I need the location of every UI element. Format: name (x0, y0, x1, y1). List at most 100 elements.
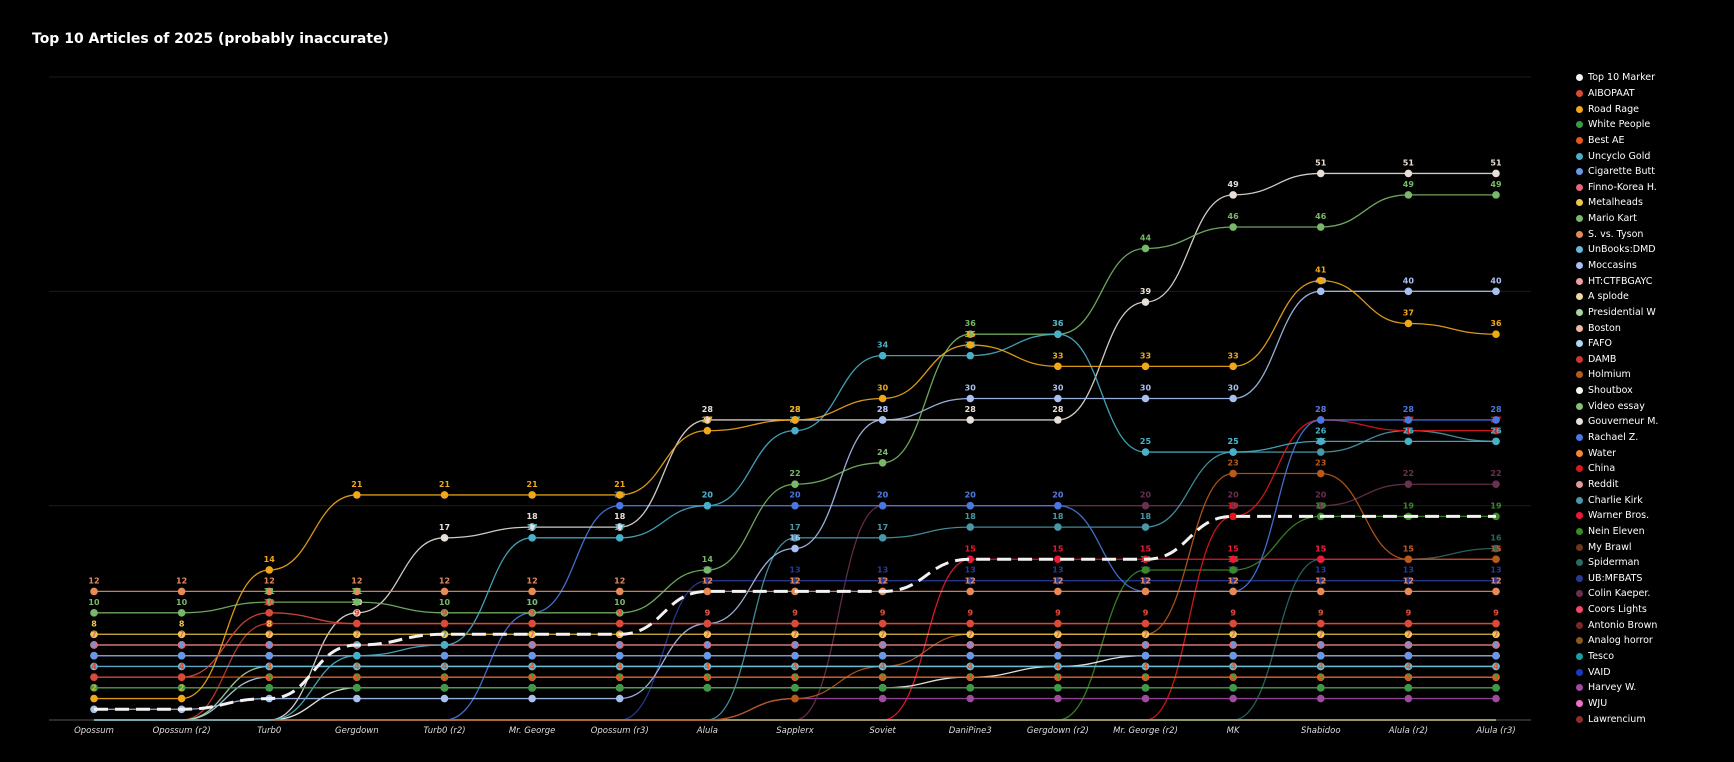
data-point (528, 523, 536, 531)
legend-item[interactable]: Tesco (1576, 649, 1726, 665)
data-label: 12 (1490, 576, 1501, 585)
data-point (1492, 651, 1500, 660)
legend-item[interactable]: Moccasins (1576, 258, 1726, 274)
data-point (1229, 684, 1237, 692)
legend-item[interactable]: Antonio Brown (1576, 617, 1726, 633)
data-point (1316, 684, 1325, 692)
data-point (791, 694, 799, 703)
legend-item[interactable]: Video essay (1576, 398, 1726, 414)
legend-item[interactable]: S. vs. Tyson (1576, 226, 1726, 242)
legend-item[interactable]: VAID (1576, 664, 1726, 680)
legend-item[interactable]: My Brawl (1576, 539, 1726, 555)
data-point (90, 651, 98, 660)
legend-item[interactable]: Spiderman (1576, 555, 1726, 571)
legend-label: Moccasins (1588, 260, 1637, 271)
data-label: 9 (1406, 609, 1412, 618)
legend-item[interactable]: Finno-Korea H. (1576, 179, 1726, 195)
data-label: 23 (1228, 459, 1239, 468)
legend-item[interactable]: DAMB (1576, 352, 1726, 368)
data-label: 12 (351, 576, 362, 585)
legend-item[interactable]: White People (1576, 117, 1726, 133)
legend-item[interactable]: AIBOPAAT (1576, 86, 1726, 102)
data-label: 7 (91, 630, 97, 639)
data-point (353, 662, 361, 671)
legend-item[interactable]: Analog horror (1576, 633, 1726, 649)
legend-item[interactable]: Road Rage (1576, 101, 1726, 117)
data-point (1404, 480, 1413, 489)
legend-swatch (1576, 355, 1583, 363)
legend-item[interactable]: Top 10 Marker (1576, 70, 1726, 86)
legend-item[interactable]: WJU (1576, 696, 1726, 712)
data-point (1492, 641, 1500, 649)
data-point (703, 501, 712, 510)
data-label: 10 (439, 598, 451, 607)
data-point (966, 619, 975, 628)
legend-item[interactable]: HT:CTFBGAYC (1576, 273, 1726, 289)
legend-item[interactable]: Boston (1576, 320, 1726, 336)
data-label: 20 (877, 491, 889, 500)
data-point (1229, 694, 1237, 703)
legend-item[interactable]: Uncyclo Gold (1576, 148, 1726, 164)
legend-swatch (1576, 480, 1583, 488)
data-label: 36 (1490, 319, 1502, 328)
legend-item[interactable]: Water (1576, 445, 1726, 461)
legend-item[interactable]: Mario Kart (1576, 211, 1726, 227)
legend-item[interactable]: Gouverneur M. (1576, 414, 1726, 430)
legend-item[interactable]: A splode (1576, 289, 1726, 305)
legend-item[interactable]: Warner Bros. (1576, 508, 1726, 524)
legend-item[interactable]: Cigarette Butt (1576, 164, 1726, 180)
legend-item[interactable]: China (1576, 461, 1726, 477)
legend-item[interactable]: Holmium (1576, 367, 1726, 383)
legend-item[interactable]: Harvey W. (1576, 680, 1726, 696)
data-point (440, 673, 449, 681)
legend-item[interactable]: Presidential W (1576, 305, 1726, 321)
legend-item[interactable]: UB:MFBATS (1576, 571, 1726, 587)
legend-item[interactable]: Metalheads (1576, 195, 1726, 211)
data-point (615, 619, 624, 628)
data-label: 28 (877, 405, 889, 414)
data-point (615, 694, 624, 703)
legend-swatch (1576, 277, 1583, 285)
legend-item[interactable]: Colin Kaeper. (1576, 586, 1726, 602)
data-label: 28 (1403, 405, 1415, 414)
data-point (791, 630, 799, 639)
legend-item[interactable]: Best AE (1576, 133, 1726, 149)
legend-item[interactable]: Lawrencium (1576, 711, 1726, 727)
data-label: 26 (1315, 426, 1327, 435)
x-tick-label: Soviet (869, 726, 896, 736)
data-label: 12 (1140, 576, 1151, 585)
data-point (1492, 426, 1500, 435)
data-label: 3 (705, 673, 711, 682)
data-point (966, 330, 975, 339)
data-point (90, 609, 98, 617)
data-point (353, 694, 361, 703)
data-label: 17 (789, 523, 800, 532)
legend-item[interactable]: Coors Lights (1576, 602, 1726, 618)
legend-item[interactable]: UnBooks:DMD (1576, 242, 1726, 258)
data-point (615, 609, 624, 617)
legend-item[interactable]: FAFO (1576, 336, 1726, 352)
data-label: 8 (179, 619, 185, 628)
data-point (878, 662, 887, 671)
legend-item[interactable]: Charlie Kirk (1576, 492, 1726, 508)
legend-item[interactable]: Shoutbox (1576, 383, 1726, 399)
data-point (1141, 694, 1150, 703)
series-aibopaat: 4 4 10 9 9 9 9 9 9 9 9 9 9 9 9 9 9 (90, 598, 1500, 681)
data-point (1229, 223, 1237, 231)
data-label: 20 (965, 491, 977, 500)
data-label: 7 (354, 630, 360, 639)
data-point (791, 534, 799, 542)
data-label: 12 (1140, 576, 1151, 585)
data-label: 22 (789, 469, 800, 478)
data-label: 12 (789, 576, 800, 585)
data-label: 22 (1403, 469, 1414, 478)
data-point (791, 673, 799, 681)
legend-item[interactable]: Reddit (1576, 477, 1726, 493)
x-tick-label: Alula (r2) (1388, 726, 1428, 736)
data-label: 9 (792, 609, 798, 618)
data-point (353, 598, 361, 606)
legend-item[interactable]: Nein Eleven (1576, 524, 1726, 540)
data-label: 15 (1315, 544, 1327, 553)
legend-item[interactable]: Rachael Z. (1576, 430, 1726, 446)
